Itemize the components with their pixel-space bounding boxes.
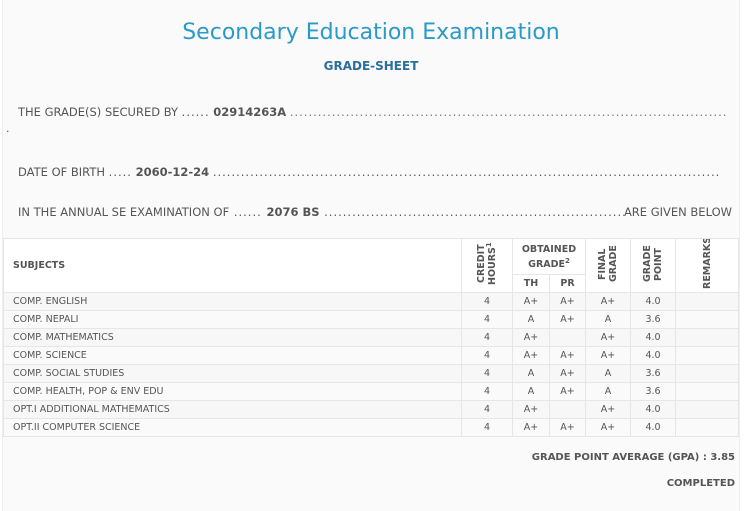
- subject-cell: COMP. MATHEMATICS: [3, 328, 462, 347]
- results-section: SUBJECTS CREDIT HOURS1 OBTAINED GRADE2 F…: [3, 238, 739, 491]
- final-cell: A: [585, 310, 632, 329]
- exam-title: Secondary Education Examination: [182, 20, 560, 45]
- pr-cell: A+: [548, 346, 587, 365]
- gp-cell: 4.0: [630, 400, 677, 419]
- final-grade-header: FINAL GRADE: [585, 238, 632, 293]
- final-cell: A+: [585, 400, 632, 419]
- credit-cell: 4: [461, 328, 513, 347]
- obtained-grade-header: OBTAINED GRADE2: [511, 238, 587, 275]
- gpa: GRADE POINT AVERAGE (GPA) : 3.85: [531, 452, 735, 463]
- subject-cell: COMP. ENGLISH: [3, 292, 462, 311]
- remarks-cell: [675, 310, 739, 329]
- final-cell: A: [585, 382, 632, 401]
- symbol-number: 02914263A: [213, 105, 287, 119]
- table-row: COMP. MATHEMATICS 4 A+ A+ 4.0: [3, 328, 739, 347]
- remarks-cell: [675, 328, 739, 347]
- th-cell: A+: [512, 292, 550, 311]
- table-row: COMP. HEALTH, POP & ENV EDU 4 A A+ A 3.6: [3, 382, 739, 401]
- result-status: COMPLETED: [666, 478, 735, 489]
- th-cell: A: [512, 382, 550, 401]
- th-cell: A: [512, 364, 550, 383]
- subject-cell: COMP. SCIENCE: [3, 346, 462, 365]
- sheet-subtitle: GRADE-SHEET: [323, 59, 419, 73]
- credit-cell: 4: [461, 310, 513, 329]
- final-cell: A+: [585, 418, 632, 437]
- table-row: OPT.II COMPUTER SCIENCE 4 A+ A+ A+ 4.0: [3, 418, 739, 437]
- table-row: COMP. SOCIAL STUDIES 4 A A+ A 3.6: [3, 364, 739, 383]
- subject-cell: OPT.I ADDITIONAL MATHEMATICS: [3, 400, 462, 419]
- secured-by-label: THE GRADE(S) SECURED BY: [18, 105, 179, 119]
- final-cell: A: [585, 364, 632, 383]
- th-cell: A+: [512, 346, 550, 365]
- credit-cell: 4: [461, 346, 513, 365]
- table-row: COMP. SCIENCE 4 A+ A+ A+ 4.0: [3, 346, 739, 365]
- gp-cell: 3.6: [630, 364, 677, 383]
- credit-hours-header: CREDIT HOURS1: [461, 238, 513, 293]
- subject-cell: COMP. SOCIAL STUDIES: [3, 364, 462, 383]
- exam-year: 2076 BS: [266, 205, 320, 219]
- th-cell: A: [512, 310, 550, 329]
- th-cell: A+: [512, 418, 550, 437]
- pr-cell: [548, 328, 587, 347]
- pr-cell: A+: [548, 364, 587, 383]
- credit-cell: 4: [461, 418, 513, 437]
- gp-cell: 4.0: [630, 418, 677, 437]
- credit-cell: 4: [461, 382, 513, 401]
- secured-by-line: THE GRADE(S) SECURED BY ...... 02914263A…: [18, 105, 728, 119]
- pr-cell: A+: [548, 418, 587, 437]
- subject-cell: OPT.II COMPUTER SCIENCE: [3, 418, 462, 437]
- dob-value: 2060-12-24: [135, 165, 210, 179]
- subjects-header: SUBJECTS: [3, 238, 462, 293]
- th-cell: A+: [512, 400, 550, 419]
- pr-cell: A+: [548, 292, 587, 311]
- gp-cell: 3.6: [630, 310, 677, 329]
- gp-cell: 4.0: [630, 346, 677, 365]
- pr-header: PR: [548, 274, 587, 293]
- remarks-cell: [675, 364, 739, 383]
- table-row: COMP. NEPALI 4 A A+ A 3.6: [3, 310, 739, 329]
- exam-label: IN THE ANNUAL SE EXAMINATION OF: [18, 205, 230, 219]
- dob-line: DATE OF BIRTH ..... 2060-12-24 .........…: [18, 165, 721, 179]
- grades-table: SUBJECTS CREDIT HOURS1 OBTAINED GRADE2 F…: [3, 238, 739, 437]
- exam-line: IN THE ANNUAL SE EXAMINATION OF ...... 2…: [18, 205, 732, 219]
- gp-cell: 4.0: [630, 328, 677, 347]
- final-cell: A+: [585, 346, 632, 365]
- remarks-header: REMARKS3: [675, 238, 739, 293]
- credit-cell: 4: [461, 400, 513, 419]
- th-header: TH: [512, 274, 550, 293]
- pr-cell: [548, 400, 587, 419]
- gp-cell: 3.6: [630, 382, 677, 401]
- grade-point-header: GRADE POINT: [630, 238, 677, 293]
- remarks-cell: [675, 400, 739, 419]
- subject-cell: COMP. NEPALI: [3, 310, 462, 329]
- remarks-cell: [675, 346, 739, 365]
- pr-cell: A+: [548, 382, 587, 401]
- table-row: OPT.I ADDITIONAL MATHEMATICS 4 A+ A+ 4.0: [3, 400, 739, 419]
- credit-cell: 4: [461, 292, 513, 311]
- final-cell: A+: [585, 328, 632, 347]
- remarks-cell: [675, 382, 739, 401]
- pr-cell: A+: [548, 310, 587, 329]
- final-cell: A+: [585, 292, 632, 311]
- table-row: COMP. ENGLISH 4 A+ A+ A+ 4.0: [3, 292, 739, 311]
- credit-cell: 4: [461, 364, 513, 383]
- remarks-cell: [675, 418, 739, 437]
- th-cell: A+: [512, 328, 550, 347]
- dot: .: [6, 122, 10, 135]
- remarks-cell: [675, 292, 739, 311]
- gp-cell: 4.0: [630, 292, 677, 311]
- subject-cell: COMP. HEALTH, POP & ENV EDU: [3, 382, 462, 401]
- exam-suffix: ARE GIVEN BELOW: [623, 205, 732, 219]
- dob-label: DATE OF BIRTH: [18, 165, 106, 179]
